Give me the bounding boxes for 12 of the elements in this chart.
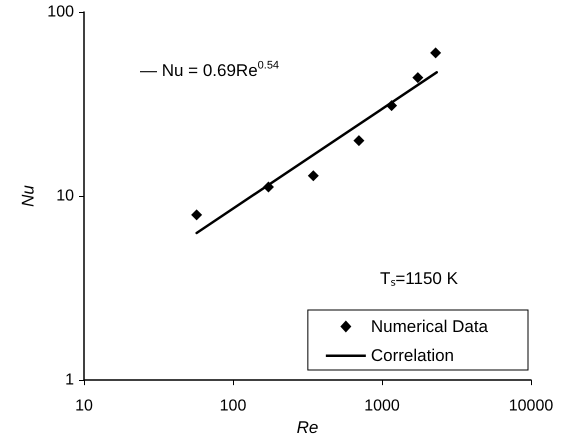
- x-axis-title: Re: [296, 418, 318, 437]
- legend-label: Correlation: [370, 346, 454, 365]
- legend-label: Numerical Data: [370, 317, 489, 336]
- y-tick-label: 100: [47, 4, 74, 20]
- x-tick-label: 100: [220, 398, 246, 415]
- x-tick-label: 10: [75, 398, 93, 415]
- y-axis-title: Nu: [18, 184, 38, 207]
- annotation: Tₛ=1150 K: [380, 269, 459, 288]
- x-tick-label: 10000: [508, 398, 554, 415]
- x-tick-label: 1000: [364, 398, 400, 415]
- y-tick-label: 1: [65, 372, 74, 389]
- y-tick-label: 10: [56, 188, 74, 205]
